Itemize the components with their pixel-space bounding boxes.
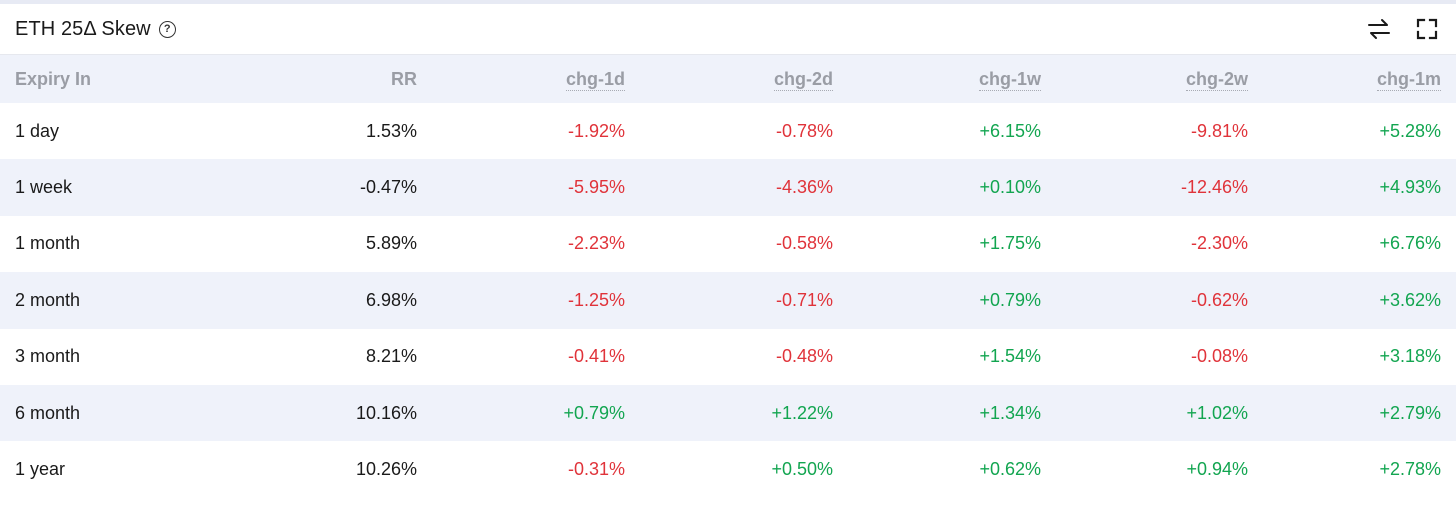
cell-chg-1w: +1.34% xyxy=(979,402,1041,423)
cell-rr: 1.53% xyxy=(365,120,417,141)
cell-chg-2d: +0.50% xyxy=(771,459,833,480)
cell-chg-1d: -1.25% xyxy=(567,289,625,310)
cell-chg-1w: +0.62% xyxy=(979,459,1041,480)
cell-chg-1d: -2.23% xyxy=(567,233,625,254)
cell-rr: 6.98% xyxy=(365,289,417,310)
cell-chg-1d: +0.79% xyxy=(563,402,625,423)
table-row: 3 month 8.21% -0.41% -0.48% +1.54% -0.08% +3.1… xyxy=(0,328,1456,385)
swap-arrows-icon[interactable] xyxy=(1367,17,1391,41)
cell-chg-2d: -0.58% xyxy=(775,233,833,254)
cell-rr: 10.16% xyxy=(355,402,417,423)
cell-chg-2d: -0.48% xyxy=(775,346,833,367)
cell-chg-1m: +5.28% xyxy=(1379,120,1441,141)
cell-chg-2d: -0.71% xyxy=(775,289,833,310)
cell-expiry: 2 month xyxy=(15,289,81,310)
cell-expiry: 1 month xyxy=(15,233,81,254)
header-chg-2d[interactable]: chg-2d xyxy=(625,55,833,103)
cell-chg-2w: -2.30% xyxy=(1190,233,1248,254)
question-circle-icon[interactable]: ? xyxy=(158,20,176,38)
cell-rr: 5.89% xyxy=(365,233,417,254)
cell-chg-2w: +0.94% xyxy=(1186,459,1248,480)
cell-chg-1m: +3.18% xyxy=(1379,346,1441,367)
cell-chg-1m: +3.62% xyxy=(1379,289,1441,310)
cell-expiry: 1 week xyxy=(15,177,73,198)
cell-chg-2d: -4.36% xyxy=(775,177,833,198)
cell-chg-1d: -1.92% xyxy=(567,120,625,141)
cell-chg-2d: -0.78% xyxy=(775,120,833,141)
header-rr[interactable]: RR xyxy=(200,55,417,103)
cell-expiry: 3 month xyxy=(15,346,81,367)
cell-chg-1m: +2.78% xyxy=(1379,459,1441,480)
cell-rr: 10.26% xyxy=(355,459,417,480)
table-header-row: Expiry In RR chg-1d chg-2d chg-1w chg-2w… xyxy=(0,55,1456,103)
header-expiry[interactable]: Expiry In xyxy=(0,55,200,103)
cell-rr: -0.47% xyxy=(359,177,417,198)
cell-expiry: 1 year xyxy=(15,459,66,480)
cell-expiry: 1 day xyxy=(15,120,60,141)
cell-chg-1w: +0.10% xyxy=(979,177,1041,198)
cell-chg-2d: +1.22% xyxy=(771,402,833,423)
cell-chg-1w: +6.15% xyxy=(979,120,1041,141)
table-row: 1 year 10.26% -0.31% +0.50% +0.62% +0.94% +2.7… xyxy=(0,441,1456,498)
table-row: 1 week -0.47% -5.95% -4.36% +0.10% -12.46% +4.… xyxy=(0,159,1456,216)
header-chg-1d[interactable]: chg-1d xyxy=(417,55,625,103)
cell-chg-1w: +0.79% xyxy=(979,289,1041,310)
skew-table: Expiry In RR chg-1d chg-2d chg-1w chg-2w… xyxy=(0,55,1456,498)
table-row: 1 month 5.89% -2.23% -0.58% +1.75% -2.30% +6.7… xyxy=(0,215,1456,273)
cell-chg-2w: -0.62% xyxy=(1190,289,1248,310)
title-group: ETH 25Δ Skew ? xyxy=(15,18,176,41)
panel-title: ETH 25Δ Skew xyxy=(15,17,151,40)
cell-chg-1w: +1.75% xyxy=(979,233,1041,254)
header-chg-2w[interactable]: chg-2w xyxy=(1041,55,1248,103)
cell-chg-2w: +1.02% xyxy=(1186,402,1248,423)
cell-chg-2w: -9.81% xyxy=(1190,120,1248,141)
cell-chg-1d: -0.41% xyxy=(567,346,625,367)
panel-header: ETH 25Δ Skew ? xyxy=(0,4,1456,55)
table-row: 1 day 1.53% -1.92% -0.78% +6.15% -9.81% +5.28% xyxy=(0,103,1456,160)
cell-chg-1d: -0.31% xyxy=(567,459,625,480)
cell-chg-1m: +4.93% xyxy=(1379,177,1441,198)
table-row: 6 month 10.16% +0.79% +1.22% +1.34% +1.02% +2.… xyxy=(0,384,1456,442)
cell-chg-1w: +1.54% xyxy=(979,346,1041,367)
header-chg-1m[interactable]: chg-1m xyxy=(1248,55,1456,103)
cell-chg-1m: +2.79% xyxy=(1379,402,1441,423)
header-chg-1w[interactable]: chg-1w xyxy=(833,55,1041,103)
panel-tools xyxy=(1367,17,1441,41)
fullscreen-icon[interactable] xyxy=(1415,17,1439,41)
cell-chg-1m: +6.76% xyxy=(1379,233,1441,254)
cell-chg-1d: -5.95% xyxy=(567,177,625,198)
table-row: 2 month 6.98% -1.25% -0.71% +0.79% -0.62% +3.6… xyxy=(0,272,1456,329)
cell-rr: 8.21% xyxy=(365,346,417,367)
cell-chg-2w: -0.08% xyxy=(1190,346,1248,367)
cell-expiry: 6 month xyxy=(15,402,81,423)
cell-chg-2w: -12.46% xyxy=(1180,177,1248,198)
